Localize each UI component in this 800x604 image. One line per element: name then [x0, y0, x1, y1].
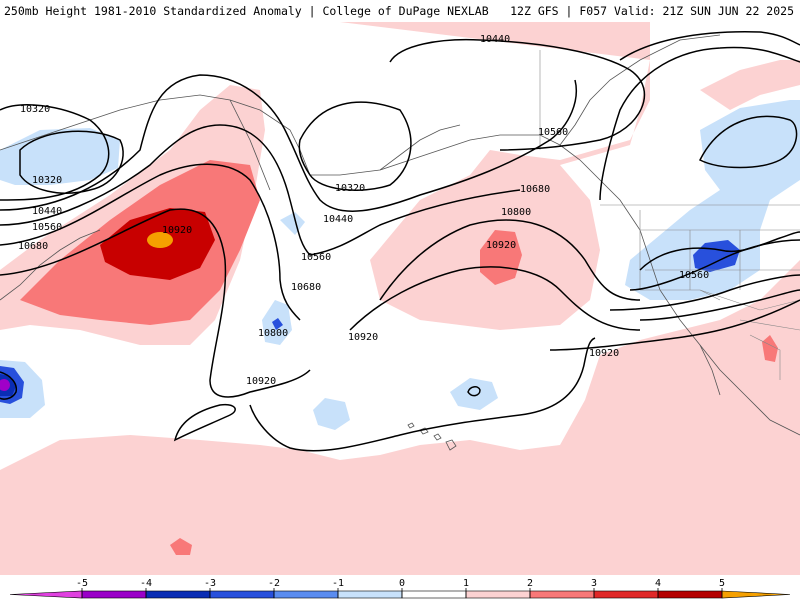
- contour-label: 10680: [291, 282, 321, 293]
- extreme-positive-anomaly: [147, 232, 173, 248]
- legend-swatch: [9, 590, 83, 599]
- legend-swatch: [721, 590, 791, 599]
- legend-tick-label: -2: [268, 578, 280, 589]
- contour-label: 10920: [589, 348, 619, 359]
- contour-label: 10920: [486, 240, 516, 251]
- legend-tick-label: -3: [204, 578, 216, 589]
- contour-label: 10320: [32, 175, 62, 186]
- coastlines: [0, 34, 800, 436]
- legend-swatch: [529, 590, 595, 599]
- contour-label: 10320: [335, 183, 365, 194]
- legend-tick-label: -1: [332, 578, 344, 589]
- contour-label: 10920: [348, 332, 378, 343]
- contour-label: 10920: [162, 225, 192, 236]
- legend-swatch: [145, 590, 211, 599]
- contour-label: 10560: [538, 127, 568, 138]
- legend-tick-label: 5: [719, 578, 725, 589]
- contour-label: 10440: [323, 214, 353, 225]
- contour-label: 10560: [679, 270, 709, 281]
- contour-label: 10680: [18, 241, 48, 252]
- legend-tick-label: 2: [527, 578, 533, 589]
- contour-label: 10920: [246, 376, 276, 387]
- product-title: 250mb Height 1981-2010 Standardized Anom…: [4, 4, 489, 18]
- legend-tick-label: -5: [76, 578, 88, 589]
- contour-label: 10800: [258, 328, 288, 339]
- anomaly-map: 10440 10320 10320 10440 10560 10680 1092…: [0, 22, 800, 575]
- legend-swatch: [209, 590, 275, 599]
- legend-tick-label: 4: [655, 578, 661, 589]
- extreme-negative-anomaly: [0, 379, 10, 391]
- contour-label: 10680: [520, 184, 550, 195]
- contour-label: 10560: [301, 252, 331, 263]
- legend-tick-label: 3: [591, 578, 597, 589]
- legend-swatch: [337, 590, 403, 599]
- model-run-info: 12Z GFS | F057 Valid: 21Z SUN JUN 22 202…: [510, 4, 794, 18]
- legend-swatch: [81, 590, 147, 599]
- color-legend: -5 -4 -3 -2 -1 0 1 2 3 4 5: [0, 575, 800, 600]
- map-header: 250mb Height 1981-2010 Standardized Anom…: [0, 0, 800, 22]
- hawaiian-islands: [407, 422, 457, 451]
- height-contours: [0, 31, 800, 452]
- contour-label: 10320: [20, 104, 50, 115]
- legend-swatch: [593, 590, 659, 599]
- contour-label: 10560: [32, 222, 62, 233]
- legend-swatch: [401, 590, 467, 599]
- contour-label: 10800: [501, 207, 531, 218]
- legend-swatch: [657, 590, 723, 599]
- legend-swatch: [465, 590, 531, 599]
- legend-tick-label: 0: [399, 578, 405, 589]
- legend-colorbar: -5 -4 -3 -2 -1 0 1 2 3 4 5: [9, 578, 791, 599]
- legend-swatch: [273, 590, 339, 599]
- contour-label: 10440: [32, 206, 62, 217]
- contour-label: 10440: [480, 34, 510, 45]
- legend-tick-label: 1: [463, 578, 469, 589]
- contour-labels: 10440 10320 10320 10440 10560 10680 1092…: [18, 34, 709, 387]
- legend-tick-label: -4: [140, 578, 152, 589]
